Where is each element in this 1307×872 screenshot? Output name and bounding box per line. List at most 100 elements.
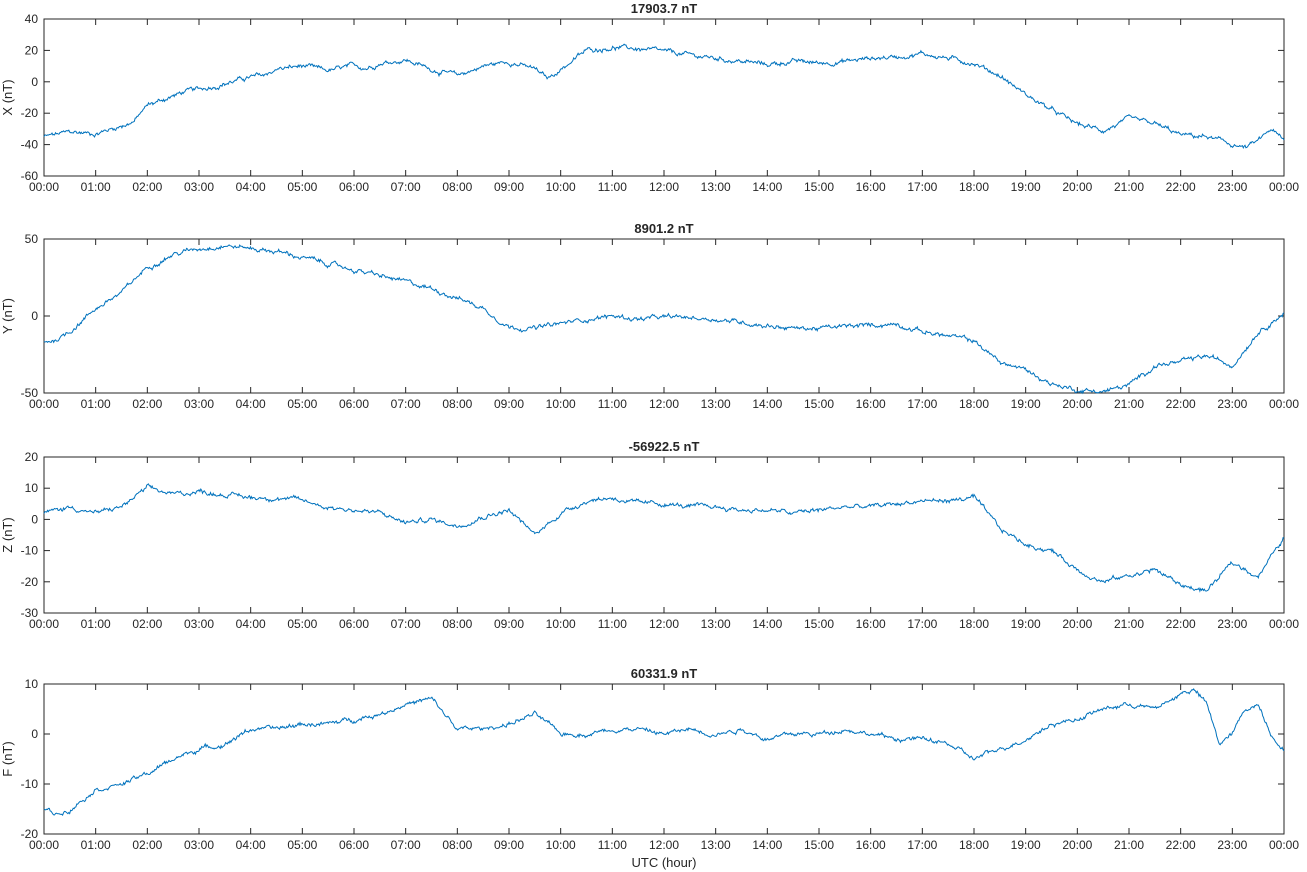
x-tick-label: 19:00 [1011,838,1041,852]
x-tick-label: 05:00 [287,617,317,631]
x-tick-label: 22:00 [1166,180,1196,194]
x-tick-label: 20:00 [1062,180,1092,194]
x-tick-label: 15:00 [804,617,834,631]
x-tick-label: 09:00 [494,838,524,852]
x-tick-label: 11:00 [598,397,627,411]
x-tick-label: 23:00 [1217,180,1247,194]
y-tick-label: -10 [21,777,39,791]
x-tick-label: 16:00 [856,617,886,631]
x-tick-label: 11:00 [598,838,627,852]
x-tick-label: 18:00 [959,838,989,852]
data-trace [43,43,1285,149]
y-axis-label: Y (nT) [0,298,15,334]
panel-y: 00:00 01:00 02:00 03:00 04:00 05:00 06:00 07:00… [0,221,1299,411]
x-tick-label: 12:00 [649,838,679,852]
x-tick-label: 03:00 [184,397,214,411]
x-tick-label: 05:00 [287,180,317,194]
y-tick-label: 40 [25,12,39,26]
x-tick-label: 16:00 [856,180,886,194]
x-tick-label: 17:00 [907,397,937,411]
x-tick-label: 18:00 [959,397,989,411]
y-tick-label: -10 [21,544,39,558]
y-tick-label: -20 [21,106,39,120]
x-tick-label: 00:00 [1269,617,1299,631]
data-trace [43,244,1285,395]
x-tick-label: 02:00 [132,397,162,411]
x-tick-label: 22:00 [1166,838,1196,852]
x-tick-label: 12:00 [649,397,679,411]
x-tick-label: 11:00 [598,180,627,194]
panel-f: 00:00 01:00 02:00 03:00 04:00 05:00 06:00 07:00… [0,666,1299,852]
x-tick-label: 03:00 [184,180,214,194]
x-tick-label: 00:00 [29,617,59,631]
x-tick-label: 15:00 [804,397,834,411]
plot-box [43,456,1285,614]
y-tick-label: -40 [21,138,39,152]
x-tick-label: 16:00 [856,397,886,411]
x-tick-label: 05:00 [287,397,317,411]
y-tick-label: 10 [25,677,39,691]
x-tick-label: 08:00 [442,617,472,631]
x-tick-label: 02:00 [132,838,162,852]
x-tick-label: 19:00 [1011,180,1041,194]
x-tick-label: 04:00 [236,838,266,852]
x-tick-label: 00:00 [1269,838,1299,852]
y-tick-label: 10 [25,481,39,495]
x-tick-label: 23:00 [1217,838,1247,852]
x-tick-label: 13:00 [701,617,731,631]
x-tick-label: 15:00 [804,838,834,852]
x-tick-label: 00:00 [1269,180,1299,194]
panel-title: 8901.2 nT [634,221,693,236]
panel-title: 60331.9 nT [631,666,698,681]
x-tick-label: 17:00 [907,617,937,631]
panel-title: -56922.5 nT [629,439,700,454]
y-tick-label: 0 [31,309,38,323]
x-tick-label: 01:00 [81,180,111,194]
x-tick-label: 08:00 [442,397,472,411]
y-tick-label: -30 [21,606,39,620]
y-tick-label: -60 [21,169,39,183]
x-tick-label: 02:00 [132,180,162,194]
x-tick-label: 04:00 [236,180,266,194]
x-tick-label: 14:00 [752,838,782,852]
x-tick-label: 22:00 [1166,397,1196,411]
x-tick-label: 03:00 [184,838,214,852]
x-tick-label: 13:00 [701,397,731,411]
data-trace [43,483,1285,593]
x-tick-label: 13:00 [701,838,731,852]
x-tick-label: 02:00 [132,617,162,631]
x-tick-label: 03:00 [184,617,214,631]
x-tick-label: 10:00 [546,397,576,411]
x-tick-label: 19:00 [1011,397,1041,411]
x-tick-label: 14:00 [752,617,782,631]
x-tick-label: 07:00 [391,180,421,194]
x-tick-label: 06:00 [339,617,369,631]
x-tick-label: 00:00 [29,838,59,852]
y-tick-label: 0 [31,727,38,741]
x-tick-label: 06:00 [339,838,369,852]
panel-title: 17903.7 nT [631,1,698,16]
x-tick-label: 04:00 [236,397,266,411]
x-tick-label: 15:00 [804,180,834,194]
x-tick-label: 17:00 [907,838,937,852]
x-tick-label: 20:00 [1062,397,1092,411]
x-tick-label: 00:00 [29,180,59,194]
x-tick-label: 01:00 [81,838,111,852]
x-tick-label: 16:00 [856,838,886,852]
plot-box [43,18,1285,177]
x-tick-label: 11:00 [598,617,627,631]
x-tick-label: 10:00 [546,617,576,631]
x-tick-label: 08:00 [442,838,472,852]
x-tick-label: 10:00 [546,838,576,852]
x-tick-label: 13:00 [701,180,731,194]
x-axis-label: UTC (hour) [631,855,696,870]
x-tick-label: 00:00 [29,397,59,411]
x-tick-label: 12:00 [649,180,679,194]
y-axis-label: X (nT) [0,79,15,115]
x-tick-label: 21:00 [1114,397,1144,411]
plot-box [43,683,1285,835]
x-tick-label: 14:00 [752,397,782,411]
x-tick-label: 06:00 [339,397,369,411]
x-tick-label: 01:00 [81,397,111,411]
